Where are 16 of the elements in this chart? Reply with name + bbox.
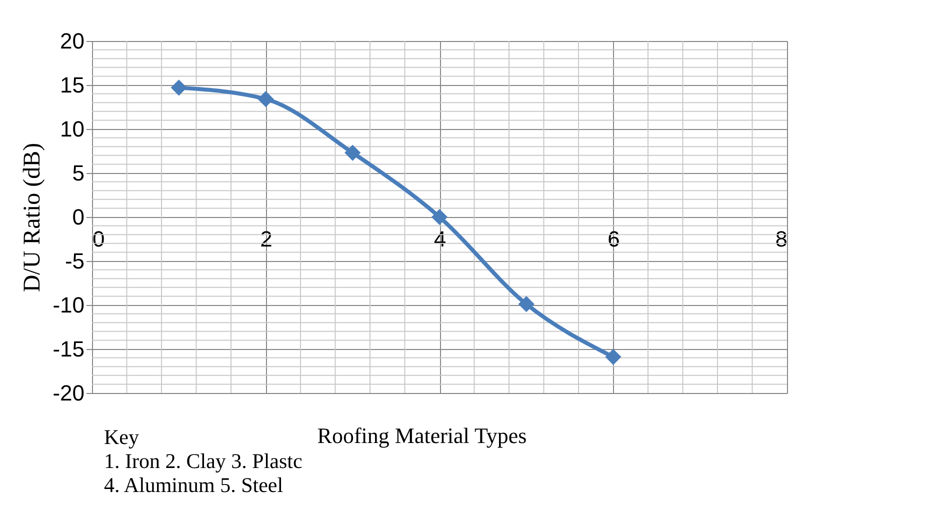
y-tick-label: 5	[72, 160, 84, 186]
y-tick-label: -20	[52, 380, 84, 406]
y-tick-label: 15	[60, 72, 84, 98]
text: 4. Aluminum 5. Steel	[104, 473, 284, 497]
x-tick-label: 4	[434, 226, 446, 252]
text: 1. Iron 2. Clay 3. Plastc	[104, 449, 302, 473]
y-axis-title: D/U Ratio (dB)	[20, 142, 46, 292]
y-tick-label: 20	[60, 28, 84, 54]
y-tick-label: -10	[52, 292, 84, 318]
y-tick-label: -15	[52, 336, 84, 362]
y-tick-label: -5	[64, 248, 84, 274]
y-tick-label: 0	[72, 204, 84, 230]
x-tick-label: 6	[608, 226, 620, 252]
text: Key	[104, 425, 140, 449]
y-tick-label: 10	[60, 116, 84, 142]
x-axis-title: Roofing Material Types	[317, 423, 527, 448]
